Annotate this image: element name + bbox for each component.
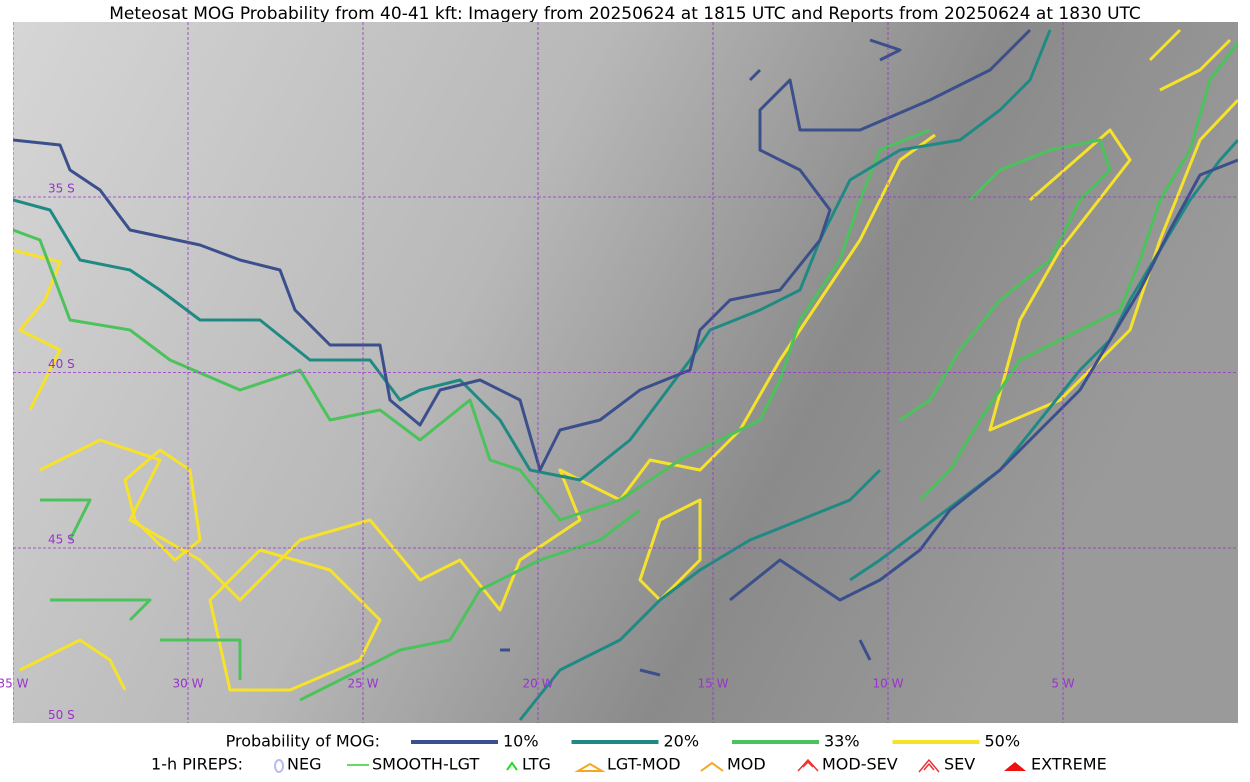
lon-label: 5 W [1051,677,1074,691]
lat-label: 50 S [48,708,75,722]
lon-label: 30 W [173,677,204,691]
legend-label: MOD-SEV [822,755,898,774]
legend-label: EXTREME [1031,755,1107,774]
lat-label: 40 S [48,357,75,371]
pirep-icon [574,762,606,772]
legend-label: 50% [985,732,1021,751]
legend-label: LGT-MOD [607,755,681,774]
legend-label: SMOOTH-LGT [372,755,479,774]
legend-label: NEG [287,755,321,774]
legend-label: LTG [522,755,551,774]
map [13,22,1238,723]
title: Meteosat MOG Probability from 40-41 kft:… [109,4,1141,24]
contour-line [13,29,1238,721]
contour-line [13,40,1238,702]
lat-label: 35 S [48,182,75,196]
lon-label: 10 W [873,677,904,691]
legend-title: Probability of MOG: [226,732,380,751]
legend: Probability of MOG: 10% 20% 33% 50% 1-h PIREP… [151,732,1107,774]
legend-label: 20% [664,732,700,751]
legend-label: 33% [824,732,860,751]
contour-line [13,28,1238,677]
pirep-icon [797,758,819,772]
legend-label: SEV [944,755,975,774]
pirep-icon [506,761,518,771]
lon-label: 20 W [523,677,554,691]
lat-label: 45 S [48,533,75,547]
pirep-icon [918,758,940,773]
pirep-icon [274,759,284,773]
lon-label: 35 W [0,677,29,691]
legend-title: 1-h PIREPS: [151,755,243,774]
contour-line [13,28,1238,692]
legend-label: MOD [727,755,766,774]
legend-label: 10% [503,732,539,751]
lon-label: 25 W [348,677,379,691]
pirep-icon [1004,762,1026,771]
lon-label: 15 W [698,677,729,691]
pirep-icon [700,761,724,772]
